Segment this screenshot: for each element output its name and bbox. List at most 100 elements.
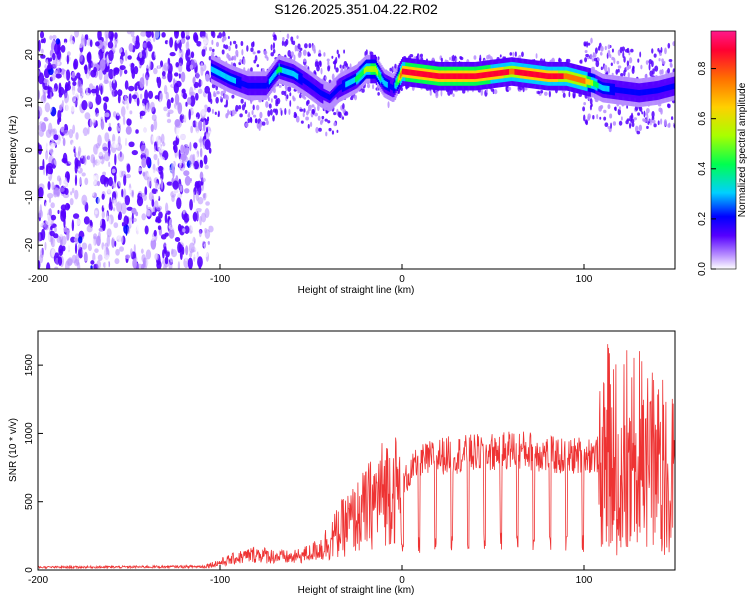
heatmap-cell <box>309 81 311 88</box>
heatmap-cell <box>119 65 126 71</box>
heatmap-cell <box>214 111 217 116</box>
snr-x-tick-label: 100 <box>576 575 593 586</box>
heatmap-cell <box>319 120 323 125</box>
heatmap-cell <box>427 122 429 127</box>
heatmap-cell <box>371 113 373 117</box>
heatmap-cell <box>83 250 89 262</box>
heatmap-cell <box>317 88 320 95</box>
heatmap-cell <box>317 53 322 57</box>
heatmap-cell <box>182 228 186 233</box>
heatmap-cell <box>660 86 663 93</box>
heatmap-cell <box>591 58 595 62</box>
heatmap-cell <box>616 126 619 130</box>
heatmap-cell <box>128 85 135 92</box>
heatmap-cell <box>149 101 155 112</box>
heatmap-cell <box>174 93 180 105</box>
heatmap-cell <box>135 35 140 45</box>
heatmap-cell <box>435 91 439 99</box>
snr-y-tick-label: 1500 <box>24 354 35 377</box>
heatmap-cell <box>297 73 299 80</box>
heatmap-cell <box>599 51 603 56</box>
heatmap-cell <box>185 101 188 107</box>
heatmap-cell <box>656 87 658 94</box>
heatmap-cell <box>404 68 406 75</box>
heatmap-cell <box>410 69 413 76</box>
heatmap-cell <box>305 116 309 121</box>
heatmap-cell <box>91 174 97 186</box>
heatmap-cell <box>235 104 239 112</box>
heatmap-cell <box>564 135 566 139</box>
colorbar: 0.0 0.2 0.4 0.6 0.8 Normalized spectral ampl… <box>697 30 748 276</box>
heatmap-cell <box>225 73 227 80</box>
heatmap-cell <box>521 132 524 136</box>
heatmap-cell <box>204 39 209 45</box>
heatmap-cell <box>666 85 668 91</box>
heatmap-cell <box>285 68 287 75</box>
heatmap-cell <box>225 99 229 107</box>
heatmap-cell <box>631 122 635 128</box>
heatmap-cell <box>123 174 127 186</box>
heatmap-cell <box>420 71 422 77</box>
heatmap-cell <box>47 62 52 70</box>
snr-y-ticks: 0 500 1000 1500 <box>24 354 43 573</box>
heatmap-cell <box>639 51 642 58</box>
heatmap-cell <box>519 86 523 91</box>
heatmap-cell <box>322 91 324 97</box>
heatmap-cell <box>584 49 588 54</box>
heatmap-cell <box>243 81 245 88</box>
heatmap-cell <box>193 244 200 251</box>
heatmap-cell <box>341 83 344 90</box>
heatmap-cell <box>311 83 313 90</box>
heatmap-cell <box>273 72 275 79</box>
heatmap-cell <box>58 86 65 96</box>
heatmap-cell <box>536 71 538 78</box>
heatmap-cell <box>39 31 45 39</box>
heatmap-cell <box>160 178 164 190</box>
heatmap-cell <box>605 85 607 92</box>
heatmap-cell <box>111 237 115 249</box>
heatmap-cell <box>38 186 44 199</box>
heatmap-cell <box>199 159 203 165</box>
heatmap-cell <box>661 60 666 65</box>
heatmap-cell <box>579 59 583 64</box>
heatmap-cell <box>145 249 152 260</box>
heatmap-cell <box>175 119 182 129</box>
heatmap-cell <box>546 73 548 79</box>
heatmap-cell <box>215 96 219 104</box>
heatmap-cell <box>306 99 310 105</box>
heatmap-cell <box>68 128 74 139</box>
heatmap-cell <box>165 202 169 214</box>
heatmap-cell <box>143 219 148 227</box>
heatmap-cell <box>422 103 425 107</box>
heatmap-cell <box>197 196 204 205</box>
heatmap-cell <box>659 86 662 93</box>
heatmap-cell <box>204 207 210 219</box>
heatmap-cell <box>278 84 282 88</box>
heatmap-cell <box>211 39 214 45</box>
heatmap-cell <box>185 245 189 256</box>
heatmap-cell <box>81 235 89 243</box>
heatmap-cell <box>239 79 241 86</box>
heatmap-cell <box>255 82 257 89</box>
heatmap-cell <box>484 72 487 78</box>
heatmap-cell <box>451 73 453 80</box>
heatmap-cell <box>542 72 545 79</box>
heatmap-cell <box>63 33 68 39</box>
heatmap-cell <box>576 76 579 82</box>
heatmap-cell <box>227 35 230 40</box>
heatmap-cell <box>186 97 192 105</box>
heatmap-cell <box>430 72 432 79</box>
heatmap-cell <box>361 88 365 93</box>
heatmap-cell <box>586 78 588 85</box>
heatmap-cell <box>498 70 500 77</box>
heatmap-cell <box>153 67 158 75</box>
heatmap-cell <box>201 177 206 183</box>
heatmap-cell <box>47 242 51 249</box>
heatmap-cell <box>65 102 72 114</box>
heatmap-cell <box>667 103 671 109</box>
heatmap-cell <box>315 126 319 134</box>
heatmap-cell <box>419 70 421 77</box>
heatmap-cell <box>47 233 51 243</box>
heatmap-cell <box>619 136 621 140</box>
heatmap-cell <box>139 93 143 100</box>
